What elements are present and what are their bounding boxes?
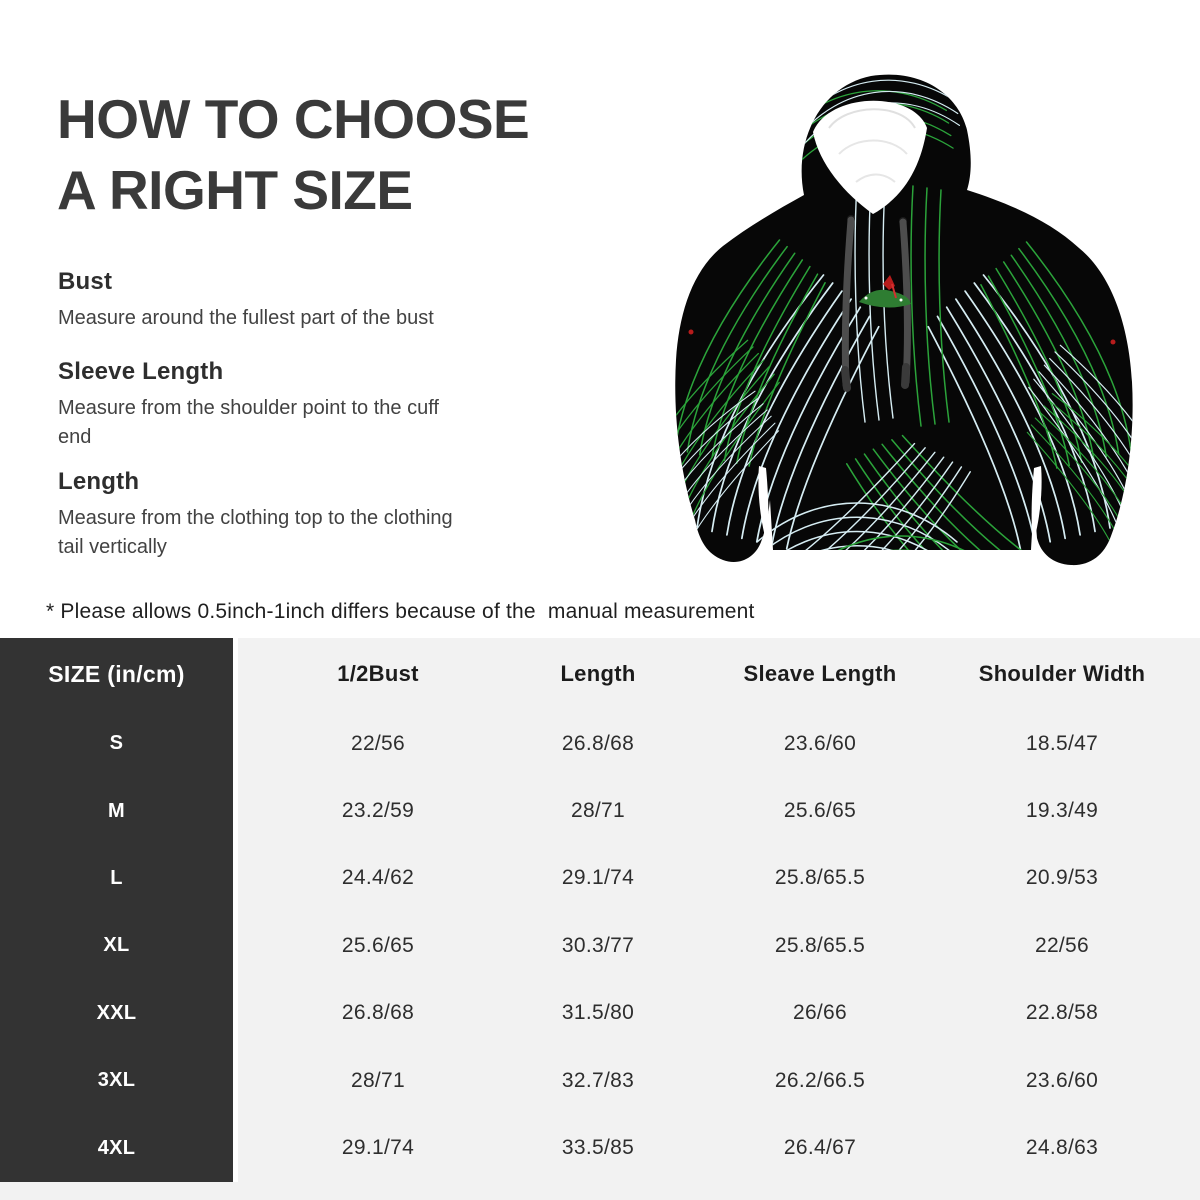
section-bust-heading: Bust <box>58 268 113 295</box>
hood-lining <box>813 100 927 214</box>
measurement-cell: 23.6/60 <box>783 731 857 755</box>
measurement-cell: 22/56 <box>350 731 406 755</box>
section-sleeve-length: Sleeve Length Measure from the shoulder … <box>58 358 458 452</box>
size-label-cell: 4XL <box>0 1114 238 1182</box>
size-grid: SIZE (in/cm) 1/2Bust Length Sleave Lengt… <box>0 638 1162 1182</box>
size-label-cell: XXL <box>0 979 238 1047</box>
header-cell-sleeve-length: Sleave Length <box>743 661 897 686</box>
section-bust: Bust Measure around the fullest part of … <box>58 268 434 333</box>
hoodie-line-pattern <box>675 74 1133 566</box>
header-cell-size: SIZE (in/cm) <box>0 638 238 710</box>
section-sleeve-description: Measure from the shoulder point to the c… <box>58 397 439 448</box>
measurement-cell: 22.8/58 <box>1025 1001 1099 1025</box>
size-label-cell: S <box>0 710 238 778</box>
measurement-cell: 20.9/53 <box>1025 866 1099 890</box>
page-title-line1: HOW TO CHOOSE <box>57 88 530 150</box>
measurement-cell: 26.2/66.5 <box>774 1068 866 1092</box>
section-length-heading: Length <box>58 468 140 495</box>
measurement-cell: 26.8/68 <box>341 1001 415 1025</box>
measurement-cell: 25.6/65 <box>341 933 415 957</box>
sleeve-body-gap-left <box>758 466 769 544</box>
measurement-cell: 25.6/65 <box>783 799 857 823</box>
section-sleeve-heading: Sleeve Length <box>58 358 224 385</box>
sleeve-body-gap-right <box>1031 466 1042 544</box>
measurement-cell: 24.4/62 <box>341 866 415 890</box>
header-cell-half-bust: 1/2Bust <box>337 661 419 686</box>
page-title-line2: A RIGHT SIZE <box>57 159 413 221</box>
measurement-cell: 28/71 <box>350 1068 406 1092</box>
measurement-cell: 18.5/47 <box>1025 731 1099 755</box>
drawstring-tip-right <box>901 363 910 389</box>
measurement-cell: 33.5/85 <box>561 1136 635 1160</box>
measurement-cell: 26.8/68 <box>561 731 635 755</box>
header-cell-length: Length <box>560 661 636 686</box>
size-label-cell: 3XL <box>0 1046 238 1115</box>
measurement-note: * Please allows 0.5inch-1inch differs be… <box>46 600 755 623</box>
size-label-cell: M <box>0 777 238 845</box>
hoodie-product-image <box>675 74 1133 566</box>
drawstring-tip-left <box>841 366 851 392</box>
drawstring-left <box>841 216 855 389</box>
measurement-cell: 29.1/74 <box>561 866 635 890</box>
size-label-cell: XL <box>0 912 238 980</box>
measurement-cell: 32.7/83 <box>561 1068 635 1092</box>
measurement-cell: 31.5/80 <box>561 1001 635 1025</box>
size-label-cell: L <box>0 844 238 913</box>
section-length: Length Measure from the clothing top to … <box>58 468 458 562</box>
measurement-cell: 26.4/67 <box>783 1136 857 1160</box>
measurement-cell: 25.8/65.5 <box>774 933 866 957</box>
measurement-cell: 24.8/63 <box>1025 1136 1099 1160</box>
size-table: SIZE (in/cm) 1/2Bust Length Sleave Lengt… <box>0 638 1200 1200</box>
measurement-cell: 25.8/65.5 <box>774 866 866 890</box>
page-title: HOW TO CHOOSE A RIGHT SIZE <box>57 84 530 226</box>
measurement-cell: 19.3/49 <box>1025 799 1099 823</box>
section-length-description: Measure from the clothing top to the clo… <box>58 507 453 558</box>
chest-graphic <box>859 275 911 308</box>
measurement-cell: 28/71 <box>570 799 626 823</box>
header-cell-shoulder-width: Shoulder Width <box>978 661 1146 686</box>
measurement-cell: 26/66 <box>792 1001 848 1025</box>
measurement-cell: 23.6/60 <box>1025 1068 1099 1092</box>
section-bust-description: Measure around the fullest part of the b… <box>58 307 434 329</box>
measurement-cell: 22/56 <box>1034 933 1090 957</box>
measurement-cell: 29.1/74 <box>341 1136 415 1160</box>
measurement-cell: 23.2/59 <box>341 799 415 823</box>
measurement-cell: 30.3/77 <box>561 933 635 957</box>
